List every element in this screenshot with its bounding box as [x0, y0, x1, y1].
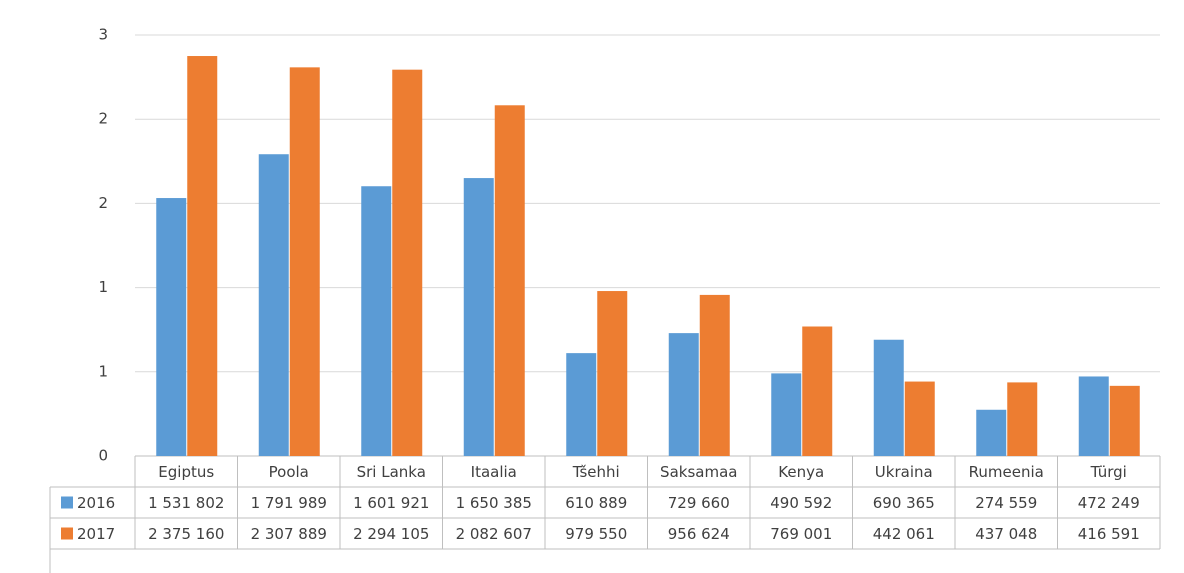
table-value: 690 365: [873, 494, 935, 512]
x-tick-label: Egiptus: [158, 463, 214, 481]
bar: [597, 291, 628, 456]
bar: [1109, 385, 1140, 456]
table-value: 2 082 607: [456, 525, 532, 543]
bar: [802, 326, 833, 456]
bar: [771, 373, 802, 456]
y-tick-label: 1: [98, 278, 108, 296]
table-value: 979 550: [565, 525, 627, 543]
table-value: 442 061: [873, 525, 935, 543]
table-value: 437 048: [975, 525, 1037, 543]
legend-key: [61, 496, 73, 509]
x-tick-label: Saksamaa: [660, 463, 737, 481]
bar: [494, 105, 525, 457]
bar: [873, 339, 904, 456]
bar: [463, 178, 494, 456]
legend-label: 2016: [77, 494, 115, 512]
table-value: 274 559: [975, 494, 1037, 512]
bar: [258, 154, 289, 456]
table-value: 2 375 160: [148, 525, 224, 543]
bar: [361, 186, 392, 456]
bar: [904, 381, 935, 456]
x-tick-label: Itaalia: [471, 463, 517, 481]
table-value: 490 592: [770, 494, 832, 512]
legend-label: 2017: [77, 525, 115, 543]
table-value: 1 601 921: [353, 494, 429, 512]
table-value: 610 889: [565, 494, 627, 512]
table-value: 1 791 989: [251, 494, 327, 512]
bar: [187, 56, 218, 456]
x-tick-label: Türgi: [1090, 463, 1127, 481]
table-value: 1 650 385: [456, 494, 532, 512]
table-value: 769 001: [770, 525, 832, 543]
table-value: 2 307 889: [251, 525, 327, 543]
bar: [392, 69, 423, 456]
table-value: 956 624: [668, 525, 730, 543]
y-tick-label: 3: [98, 26, 108, 44]
table-value: 729 660: [668, 494, 730, 512]
y-tick-label: 2: [98, 194, 108, 212]
x-tick-label: Sri Lanka: [357, 463, 426, 481]
bar: [1007, 382, 1038, 456]
bar: [566, 353, 597, 456]
bar: [699, 294, 730, 456]
legend-key: [61, 527, 73, 540]
y-tick-label: 1: [98, 362, 108, 380]
bar: [289, 67, 320, 456]
y-tick-label: 0: [98, 447, 108, 465]
bar: [1078, 376, 1109, 456]
table-value: 2 294 105: [353, 525, 429, 543]
table-value: 416 591: [1078, 525, 1140, 543]
x-tick-label: Kenya: [778, 463, 824, 481]
y-tick-label: 2: [98, 110, 108, 128]
x-tick-label: Poola: [269, 463, 309, 481]
table-value: 472 249: [1078, 494, 1140, 512]
bar: [976, 409, 1007, 456]
table-value: 1 531 802: [148, 494, 224, 512]
bar: [156, 198, 187, 456]
bar: [668, 333, 699, 456]
x-tick-label: Tšehhi: [572, 463, 620, 481]
x-tick-label: Rumeenia: [969, 463, 1044, 481]
x-tick-label: Ukraina: [875, 463, 933, 481]
